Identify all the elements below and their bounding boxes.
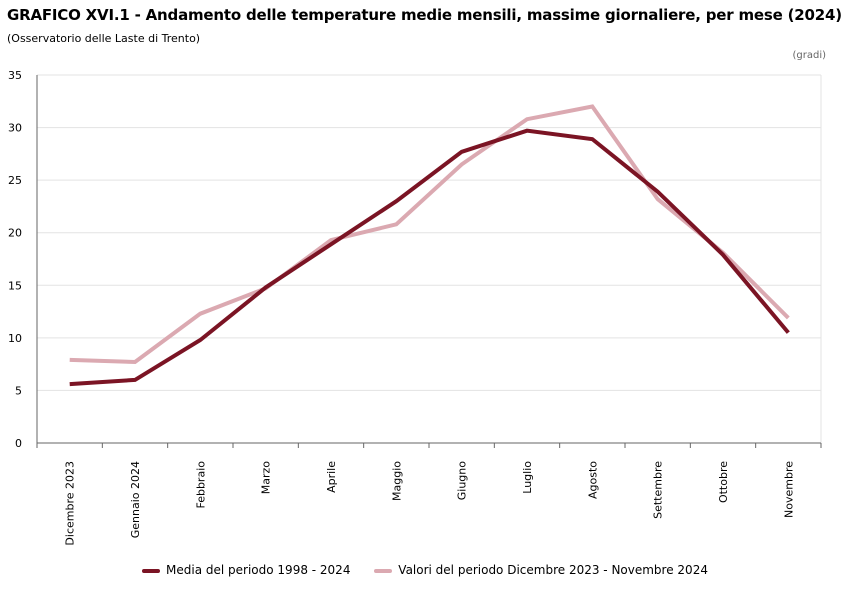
axes bbox=[36, 75, 822, 448]
grid-lines bbox=[37, 74, 822, 443]
x-tick-label: Dicembre 2023 bbox=[64, 461, 77, 546]
y-tick-label: 5 bbox=[15, 384, 22, 397]
y-tick-label: 0 bbox=[15, 437, 22, 450]
x-tick-label: Febbraio bbox=[194, 461, 207, 509]
y-tick-label: 20 bbox=[8, 227, 22, 240]
legend-swatch-valori bbox=[374, 568, 393, 573]
legend: Media del periodo 1998 - 2024 Valori del… bbox=[0, 563, 850, 577]
y-tick-label: 25 bbox=[8, 174, 22, 187]
legend-item-valori: Valori del periodo Dicembre 2023 - Novem… bbox=[374, 563, 708, 577]
series-line-1 bbox=[69, 104, 790, 365]
unit-label: (gradi) bbox=[792, 50, 826, 61]
series-lines bbox=[69, 104, 790, 387]
y-tick-label: 10 bbox=[8, 332, 22, 345]
x-tick-label: Maggio bbox=[390, 461, 403, 501]
x-tick-label: Settembre bbox=[652, 461, 665, 519]
x-tick-label: Agosto bbox=[586, 461, 599, 499]
y-tick-label: 35 bbox=[8, 69, 22, 82]
x-tick-label: Gennaio 2024 bbox=[129, 461, 142, 538]
x-tick-label: Marzo bbox=[260, 461, 273, 495]
y-tick-labels: 0 5 10 15 20 25 30 35 bbox=[8, 69, 22, 450]
x-tick-label: Ottobre bbox=[717, 461, 730, 503]
x-tick-label: Luglio bbox=[521, 461, 534, 494]
line-chart: 0 5 10 15 20 25 30 35 Dicembre 2023 Gennaio 2024… bbox=[8, 69, 822, 546]
chart-subtitle: (Osservatorio delle Laste di Trento) bbox=[7, 32, 201, 45]
legend-label-valori: Valori del periodo Dicembre 2023 - Novem… bbox=[398, 563, 708, 577]
legend-label-media: Media del periodo 1998 - 2024 bbox=[166, 563, 351, 577]
x-tick-labels: Dicembre 2023 Gennaio 2024 Febbraio Marzo Ap… bbox=[64, 461, 796, 546]
legend-swatch-media bbox=[142, 568, 161, 573]
y-tick-label: 30 bbox=[8, 122, 22, 135]
y-tick-label: 15 bbox=[8, 279, 22, 292]
x-tick-label: Aprile bbox=[325, 461, 338, 493]
x-tick-label: Novembre bbox=[782, 461, 795, 518]
series-line-0 bbox=[69, 128, 790, 387]
chart-title: GRAFICO XVI.1 - Andamento delle temperat… bbox=[7, 6, 842, 24]
legend-item-media: Media del periodo 1998 - 2024 bbox=[142, 563, 350, 577]
x-tick-label: Giugno bbox=[456, 461, 469, 501]
